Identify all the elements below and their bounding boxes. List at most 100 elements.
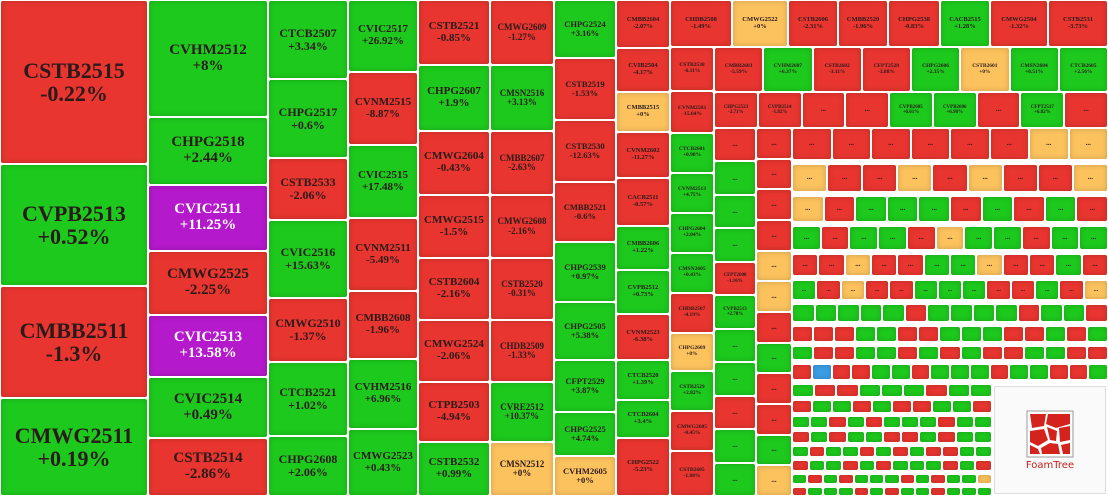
tile: CSTB2602 -3.11% [813, 48, 861, 91]
tile-code: CMWG2522 [742, 15, 778, 23]
tile: CHPG2609 +0% [671, 334, 713, 370]
tile [1089, 365, 1107, 379]
tile: ... [1082, 255, 1107, 275]
tile [1003, 327, 1023, 341]
tile-code: ... [771, 169, 777, 178]
tile-code: CVNM2602 [626, 147, 660, 155]
tile-change: +0% [636, 111, 650, 118]
tile-code: ... [1093, 286, 1099, 293]
tile: CVIC2511 +11.25% [149, 186, 267, 250]
tile [940, 327, 960, 341]
tile-code: CVNM2511 [355, 241, 411, 254]
tile-change: +0% [512, 468, 532, 478]
tile [959, 461, 975, 470]
tile: ... [963, 281, 986, 299]
tile [865, 417, 882, 427]
tile-code: ... [1065, 260, 1072, 269]
tile: CSTB2515 -0.22% [1, 1, 147, 163]
tile: ... [990, 129, 1028, 159]
tile-code: CHPG2518 [171, 134, 245, 151]
tile-change: -1.33% [508, 350, 536, 360]
tile-change: -2.71% [728, 110, 744, 115]
tile [883, 432, 901, 442]
tile-code: CMWG2523 [353, 449, 413, 462]
tile: ... [757, 313, 791, 342]
tile-change: -1.96% [852, 22, 874, 30]
tile: ... [793, 281, 816, 299]
tile-code: ... [848, 139, 854, 148]
tile: ... [887, 197, 918, 221]
tile: ... [715, 396, 755, 429]
tile [869, 488, 884, 495]
tile-code: CHPG2608 [278, 452, 338, 467]
tile-code: ... [1039, 260, 1045, 269]
tile [860, 305, 882, 321]
tile-change: +0.51% [1024, 68, 1044, 75]
tile: CVNM2503 -15.64% [671, 92, 713, 132]
tile [856, 347, 876, 359]
tile: CTPB2503 -4.94% [419, 383, 489, 441]
tile [877, 347, 897, 359]
tile-code: ... [805, 204, 811, 213]
tile-change: +11.25% [179, 217, 237, 233]
tile-code: ... [828, 260, 835, 269]
tile: CVIC2517 +26.92% [349, 1, 417, 71]
tile-code: CHPG2517 [278, 104, 338, 119]
tile [893, 461, 908, 470]
tile: CVHM2512 +8% [149, 1, 267, 116]
tile [931, 365, 949, 379]
tile: CMWG2609 -1.27% [491, 1, 553, 64]
tile: ... [757, 129, 791, 158]
tile [916, 475, 930, 483]
tile-change: +2.44% [183, 150, 233, 166]
tile [847, 432, 864, 442]
tile [1045, 327, 1065, 341]
tile [913, 401, 931, 412]
tile-code: CMWG2608 [497, 216, 547, 227]
tile [977, 475, 991, 483]
tile-code: CMWG2605 [677, 424, 707, 431]
tile [809, 447, 825, 456]
tile: ... [1073, 165, 1107, 191]
tile-code: ... [732, 206, 738, 215]
tile [826, 461, 841, 470]
tile [877, 327, 897, 341]
tile [1010, 365, 1028, 379]
tile [931, 488, 945, 495]
tile [793, 327, 813, 341]
tile-change: -4.19% [683, 312, 701, 318]
tile-change: +1.9% [438, 97, 470, 109]
tile [832, 365, 851, 379]
tile [793, 385, 814, 396]
tile: CVHM2605 +0% [555, 457, 615, 495]
tile [904, 385, 925, 396]
tile-code: ... [826, 286, 831, 293]
tile-code: CSTB2520 [501, 278, 543, 289]
tile: CFPT2608 -1.16% [715, 262, 755, 295]
tile: ... [1060, 281, 1083, 299]
tile: ... [898, 165, 932, 191]
tile-code: CTCB2604 [627, 411, 659, 419]
tile-code: ... [1033, 233, 1039, 242]
tile-change: +2.82% [682, 390, 702, 396]
tile: ... [1077, 197, 1107, 221]
tile [808, 475, 822, 483]
tile-change: -1.32% [1008, 22, 1030, 30]
tile: ... [1038, 165, 1072, 191]
tile: ... [951, 129, 989, 159]
tile: CMWG2604 -0.43% [419, 132, 489, 194]
tile-change: +1.28% [954, 22, 976, 30]
tile-code: ... [931, 204, 937, 213]
tile: CHPG2607 +1.9% [419, 66, 489, 130]
tile [854, 488, 868, 495]
tile-change: -2.86% [184, 466, 232, 482]
tile-code: CSTB2519 [565, 79, 605, 90]
tile-change: +15.63% [285, 258, 331, 272]
tile-code: ... [802, 260, 808, 269]
tile: ... [757, 435, 791, 465]
tile [959, 447, 975, 456]
tile-code: ... [960, 260, 966, 269]
tile: CVPB2514 -1.82% [758, 93, 801, 127]
tile-change: -4.17% [632, 69, 654, 76]
tile [951, 365, 969, 379]
